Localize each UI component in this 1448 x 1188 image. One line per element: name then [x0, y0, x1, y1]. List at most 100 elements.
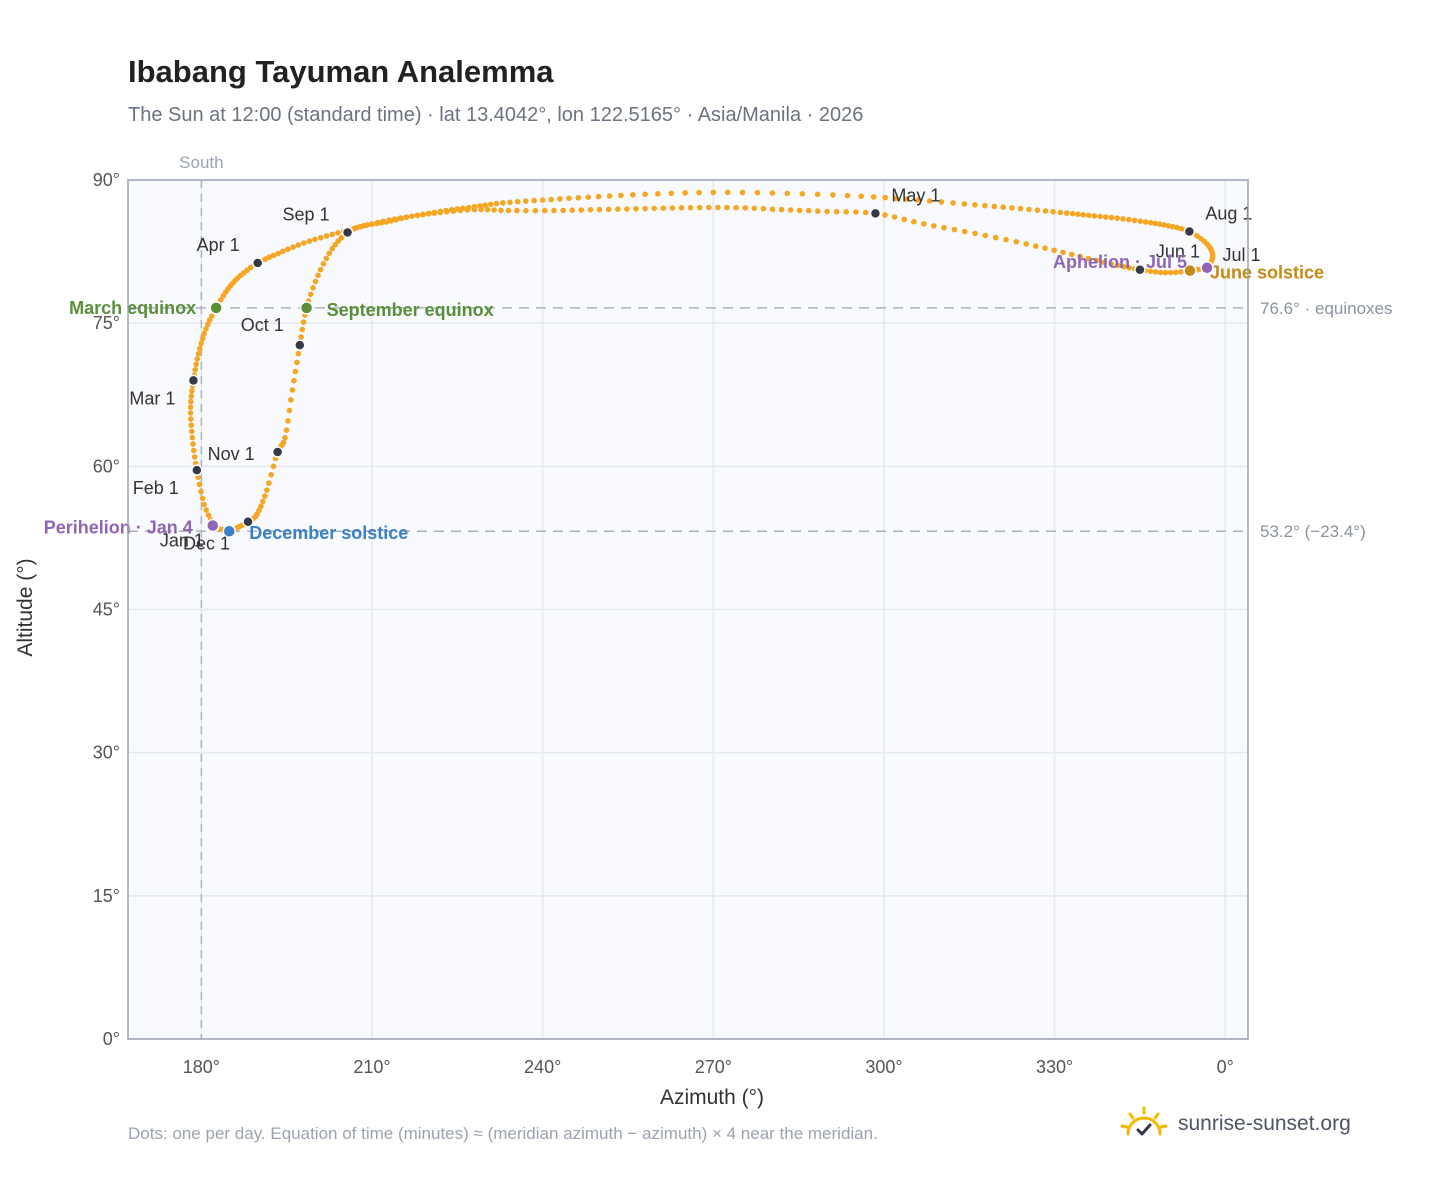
daily-dot [1137, 218, 1144, 224]
daily-dot [188, 428, 195, 435]
daily-dot [1034, 207, 1041, 213]
daily-dot [1101, 259, 1108, 266]
daily-dot [769, 190, 776, 196]
event-marker [209, 301, 223, 315]
sun-check-icon [1120, 1106, 1168, 1136]
daily-dot [307, 291, 314, 298]
plot-frame [127, 179, 1249, 1040]
daily-dot [270, 252, 277, 259]
daily-dot [266, 254, 273, 260]
daily-dot [843, 209, 849, 215]
daily-dot [655, 191, 661, 197]
month-marker [1134, 263, 1146, 276]
daily-dot [484, 206, 491, 213]
daily-dot [194, 356, 201, 362]
daily-dot [754, 189, 761, 196]
x-tick-label: 180° [183, 1057, 220, 1077]
daily-dot [1131, 217, 1138, 224]
daily-dot [258, 503, 264, 510]
daily-dot [678, 205, 685, 211]
meridian-label: South [179, 153, 223, 172]
daily-dot [915, 197, 921, 203]
daily-dot [938, 199, 945, 205]
daily-dot [294, 359, 300, 366]
daily-dot [187, 404, 194, 411]
daily-dot [280, 248, 286, 255]
daily-dot [1091, 213, 1098, 219]
daily-dot [282, 434, 288, 441]
daily-dot [409, 213, 415, 220]
daily-dot [710, 189, 717, 196]
daily-dot [329, 245, 336, 252]
daily-dot [1156, 221, 1163, 227]
daily-dot [285, 246, 291, 253]
daily-dot [487, 201, 494, 208]
daily-dot [557, 196, 563, 202]
daily-dot [542, 207, 548, 214]
daily-dot [1032, 243, 1039, 249]
daily-dot [1057, 209, 1064, 216]
daily-dot [724, 204, 730, 211]
daily-dot [1013, 239, 1020, 245]
daily-dot [715, 204, 721, 211]
event-marker [299, 301, 314, 315]
daily-dot [972, 230, 978, 237]
daily-dot [606, 193, 613, 199]
daily-dot [760, 205, 767, 212]
daily-dot [991, 203, 998, 210]
daily-dot [1126, 265, 1133, 271]
daily-dot [275, 250, 282, 257]
grid [128, 179, 1248, 1040]
daily-dot [575, 195, 582, 201]
daily-dot [796, 207, 803, 214]
daily-dot [1165, 223, 1172, 229]
daily-dot [696, 189, 702, 196]
daily-dot [870, 194, 877, 200]
daily-dot [569, 207, 575, 213]
daily-dot [291, 377, 297, 384]
daily-dot [507, 199, 513, 206]
brand-link[interactable]: sunrise-sunset.org [1120, 1104, 1351, 1144]
daily-dot [198, 340, 204, 347]
daily-dot [784, 190, 791, 197]
daily-dot [778, 206, 785, 213]
daily-dot [457, 207, 464, 214]
daily-dot [378, 220, 385, 226]
daily-dot [630, 192, 636, 198]
daily-dot [1003, 236, 1009, 243]
daily-dot [911, 218, 917, 225]
daily-dot [312, 278, 319, 285]
month-label: Nov 1 [208, 444, 255, 464]
daily-dot [514, 198, 521, 205]
daily-dot [491, 207, 497, 213]
event-label: December solstice [249, 523, 408, 543]
daily-dot [1085, 255, 1092, 262]
daily-dot [301, 240, 307, 246]
daily-dot [1009, 205, 1015, 211]
daily-dot [1051, 247, 1057, 254]
daily-dot [926, 198, 933, 204]
daily-dot [587, 207, 594, 213]
daily-dot [419, 211, 426, 218]
daily-dot [972, 202, 978, 208]
daily-dot [824, 208, 830, 215]
month-label: Jul 1 [1222, 245, 1260, 265]
daily-dot [1075, 211, 1081, 217]
daily-dot [893, 195, 899, 202]
daily-dot [191, 447, 197, 454]
month-label: Oct 1 [241, 315, 284, 335]
month-label: May 1 [891, 185, 940, 205]
daily-dot [941, 224, 947, 231]
daily-dot [188, 416, 194, 422]
footnote: Dots: one per day. Equation of time (min… [128, 1124, 878, 1143]
daily-dot [724, 189, 731, 196]
daily-dot [624, 206, 630, 212]
daily-dot [332, 241, 339, 248]
y-tick-label: 90° [93, 170, 120, 190]
daily-dot [1042, 245, 1048, 251]
daily-dot [317, 266, 324, 273]
x-axis-label: Azimuth (°) [660, 1086, 764, 1109]
daily-dot [982, 202, 988, 209]
daily-dot [696, 204, 703, 211]
daily-dot [464, 207, 471, 213]
